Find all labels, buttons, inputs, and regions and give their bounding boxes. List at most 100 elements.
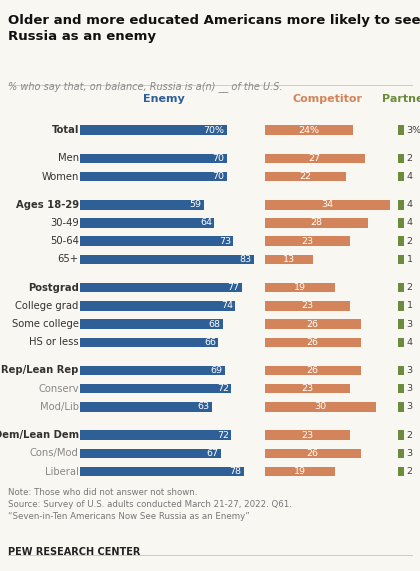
Bar [265,200,391,210]
Text: 26: 26 [307,320,319,328]
Text: 34: 34 [321,200,333,209]
Bar [265,337,361,347]
Bar [265,126,353,135]
Bar [398,218,404,228]
Text: College grad: College grad [16,301,79,311]
Bar [80,200,204,210]
Text: 3: 3 [407,366,413,375]
Text: 69: 69 [210,366,223,375]
Text: 74: 74 [221,301,233,311]
Text: 3: 3 [407,449,413,458]
Bar [265,154,365,163]
Bar [80,337,218,347]
Bar [80,384,231,393]
Text: 70%: 70% [204,126,225,135]
Bar [80,402,212,412]
Bar [398,154,404,163]
Text: 30-49: 30-49 [50,218,79,228]
Text: 13: 13 [283,255,295,264]
Bar [265,366,361,375]
Bar [265,283,335,292]
Text: 23: 23 [301,384,313,393]
Bar [398,236,404,246]
Text: 65+: 65+ [58,255,79,264]
Bar [398,126,404,135]
Bar [80,283,242,292]
Text: HS or less: HS or less [29,337,79,347]
Text: Partner: Partner [382,94,420,104]
Text: 26: 26 [307,449,319,458]
Text: Ages 18-29: Ages 18-29 [16,200,79,210]
Bar [265,449,361,458]
Text: 26: 26 [307,338,319,347]
Text: 19: 19 [294,467,306,476]
Text: % who say that, on balance, Russia is a(n) __ of the U.S.: % who say that, on balance, Russia is a(… [8,81,283,92]
Text: 64: 64 [200,219,212,227]
Text: Postgrad: Postgrad [28,283,79,292]
Text: 3: 3 [407,320,413,328]
Text: 4: 4 [407,200,413,209]
Bar [80,236,233,246]
Bar [80,218,214,228]
Text: 68: 68 [208,320,220,328]
Text: 72: 72 [217,384,229,393]
Text: Note: Those who did not answer not shown.
Source: Survey of U.S. adults conducte: Note: Those who did not answer not shown… [8,488,292,521]
Bar [398,431,404,440]
Text: 59: 59 [189,200,202,209]
Text: 30: 30 [314,403,326,412]
Text: Liberal: Liberal [45,467,79,477]
Text: 50-64: 50-64 [50,236,79,246]
Text: 19: 19 [294,283,306,292]
Bar [80,301,235,311]
Bar [398,283,404,292]
Text: 3%: 3% [407,126,420,135]
Bar [265,218,368,228]
Text: 23: 23 [301,431,313,440]
Bar [80,255,254,264]
Bar [265,172,346,181]
Bar [398,255,404,264]
Text: Enemy: Enemy [143,94,185,104]
Text: 27: 27 [309,154,320,163]
Text: 28: 28 [310,219,323,227]
Text: 83: 83 [240,255,252,264]
Text: Conserv: Conserv [38,384,79,393]
Bar [398,449,404,458]
Text: 2: 2 [407,431,413,440]
Bar [265,431,350,440]
Bar [80,172,227,181]
Bar [80,319,223,329]
Text: 24%: 24% [299,126,320,135]
Text: 2: 2 [407,283,413,292]
Bar [265,255,313,264]
Bar [398,337,404,347]
Bar [80,126,227,135]
Text: 70: 70 [213,154,225,163]
Bar [80,154,227,163]
Text: Some college: Some college [12,319,79,329]
Bar [265,384,350,393]
Text: Mod/Lib: Mod/Lib [40,402,79,412]
Text: 2: 2 [407,237,413,246]
Bar [398,301,404,311]
Text: Rep/Lean Rep: Rep/Lean Rep [1,365,79,376]
Bar [398,172,404,181]
Text: 70: 70 [213,172,225,181]
Text: 4: 4 [407,338,413,347]
Text: 67: 67 [206,449,218,458]
Bar [80,431,231,440]
Bar [398,467,404,476]
Text: Older and more educated Americans more likely to see
Russia as an enemy: Older and more educated Americans more l… [8,14,420,43]
Text: 77: 77 [227,283,239,292]
Text: Total: Total [51,125,79,135]
Text: 4: 4 [407,172,413,181]
Text: 63: 63 [198,403,210,412]
Bar [398,384,404,393]
Bar [80,467,244,476]
Text: 2: 2 [407,467,413,476]
Text: Men: Men [58,154,79,163]
Text: PEW RESEARCH CENTER: PEW RESEARCH CENTER [8,546,141,557]
Bar [80,366,225,375]
Text: 3: 3 [407,384,413,393]
Text: 4: 4 [407,219,413,227]
